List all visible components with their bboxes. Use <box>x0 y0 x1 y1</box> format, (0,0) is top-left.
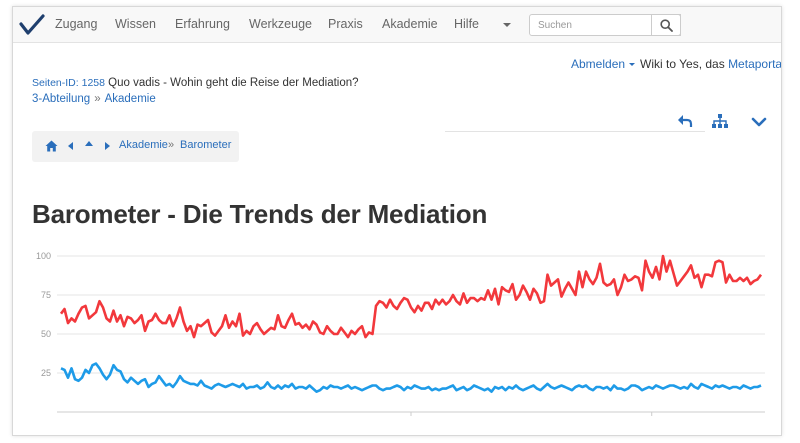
caret-right-icon[interactable] <box>104 142 110 150</box>
logout-link[interactable]: Abmelden <box>571 57 636 71</box>
browser-window: Zugang Wissen Erfahrung Werkzeuge Praxis… <box>12 6 782 436</box>
nav-item-werkzeuge[interactable]: Werkzeuge <box>249 17 312 31</box>
search-icon <box>659 18 673 32</box>
nav-item-praxis[interactable]: Praxis <box>328 17 363 31</box>
context-title: Quo vadis - Wohin geht die Reise der Med… <box>108 77 359 89</box>
top-navbar: Zugang Wissen Erfahrung Werkzeuge Praxis… <box>13 7 781 43</box>
site-tagline: Wiki to Yes, das Metaportal <box>640 57 782 71</box>
home-icon[interactable] <box>45 140 58 152</box>
search-input[interactable] <box>529 14 681 36</box>
sitemap-icon[interactable] <box>710 111 730 131</box>
metaportal-link[interactable]: Metaportal <box>728 57 782 71</box>
trend-line-chart: 100 75 50 25 <box>36 251 765 416</box>
logout-label: Abmelden <box>571 57 626 71</box>
toolbar-divider <box>445 131 705 132</box>
breadcrumb-item-akademie[interactable]: Akademie <box>119 139 168 151</box>
page-id-line: Seiten-ID: 1258 Quo vadis - Wohin geht d… <box>32 77 359 89</box>
logout-caret-icon <box>629 63 636 66</box>
y-tick-label: 25 <box>41 368 51 378</box>
department-line: 3-Abteilung» Akademie <box>32 93 156 105</box>
site-prefix: Wiki to Yes, das <box>640 57 725 71</box>
dept-separator: » <box>94 93 101 105</box>
dept-link[interactable]: 3-Abteilung <box>32 93 91 105</box>
page-title: Barometer - Die Trends der Mediation <box>32 199 488 229</box>
chevron-down-icon[interactable] <box>749 111 769 131</box>
nav-item-erfahrung[interactable]: Erfahrung <box>175 17 230 31</box>
breadcrumb-item-barometer[interactable]: Barometer <box>180 139 232 151</box>
series-line-red <box>59 254 763 339</box>
check-logo-icon[interactable] <box>19 13 45 37</box>
nav-item-hilfe[interactable]: Hilfe <box>454 17 480 31</box>
caret-left-icon[interactable] <box>68 142 74 150</box>
search-button[interactable] <box>651 14 681 36</box>
page-id: Seiten-ID: 1258 <box>32 77 105 89</box>
breadcrumb-separator: » <box>168 139 175 151</box>
nav-item-zugang[interactable]: Zugang <box>55 17 98 31</box>
nav-item-wissen[interactable]: Wissen <box>115 17 156 31</box>
caret-up-icon[interactable] <box>85 141 93 147</box>
series-line-blue <box>60 362 762 393</box>
section-link-akademie[interactable]: Akademie <box>104 93 156 105</box>
y-tick-label: 50 <box>41 329 51 339</box>
nav-item-akademie[interactable]: Akademie <box>382 17 438 31</box>
y-tick-label: 75 <box>41 290 51 300</box>
breadcrumb: Akademie » Barometer <box>32 131 239 162</box>
reply-icon[interactable] <box>675 111 695 131</box>
y-tick-label: 100 <box>36 251 51 261</box>
more-menu-caret-icon[interactable] <box>503 23 511 27</box>
